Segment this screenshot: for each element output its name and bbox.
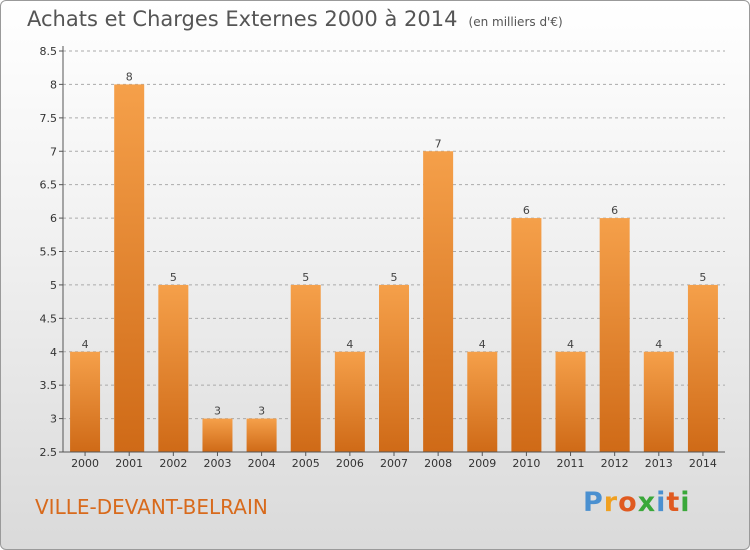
labels: 2.5 3 3.5 4 4.5 5 5.5 6 6.5 7 7.5 8 8.5 4 2000 8 2001 5 20… bbox=[40, 45, 717, 470]
bar-2013 bbox=[643, 351, 674, 452]
proxiti-logo: Proxiti bbox=[583, 487, 691, 518]
x-tick-label-2006: 2006 bbox=[336, 457, 364, 470]
value-label-2013: 4 bbox=[655, 338, 662, 351]
bar-2010 bbox=[511, 218, 542, 452]
y-tick-label: 5 bbox=[50, 279, 57, 292]
chart-title-block: Achats et Charges Externes 2000 à 2014 (… bbox=[27, 7, 563, 31]
logo-letter: P bbox=[583, 487, 604, 518]
bars bbox=[70, 84, 718, 453]
value-label-2005: 5 bbox=[302, 271, 309, 284]
bar-2002 bbox=[158, 284, 189, 452]
bar-2003 bbox=[202, 418, 233, 452]
value-label-2000: 4 bbox=[82, 338, 89, 351]
value-label-2014: 5 bbox=[699, 271, 706, 284]
x-tick-label-2010: 2010 bbox=[512, 457, 540, 470]
y-tick-label: 7 bbox=[50, 145, 57, 158]
logo-letter: r bbox=[603, 487, 619, 518]
y-tick-label: 8 bbox=[50, 78, 57, 91]
bar-2008 bbox=[423, 151, 454, 452]
value-label-2004: 3 bbox=[258, 405, 265, 418]
x-tick-label-2013: 2013 bbox=[645, 457, 673, 470]
x-tick-label-2005: 2005 bbox=[292, 457, 320, 470]
bar-2005 bbox=[290, 284, 321, 452]
x-tick-label-2000: 2000 bbox=[71, 457, 99, 470]
y-tick-label: 7.5 bbox=[40, 112, 58, 125]
x-tick-label-2014: 2014 bbox=[689, 457, 717, 470]
value-label-2012: 6 bbox=[611, 204, 618, 217]
value-label-2009: 4 bbox=[479, 338, 486, 351]
y-tick-label: 4.5 bbox=[40, 312, 58, 325]
y-tick-label: 2.5 bbox=[40, 446, 58, 459]
bar-2000 bbox=[70, 351, 101, 452]
x-tick-label-2007: 2007 bbox=[380, 457, 408, 470]
y-tick-label: 6 bbox=[50, 212, 57, 225]
value-label-2010: 6 bbox=[523, 204, 530, 217]
bar-2001 bbox=[114, 84, 145, 453]
x-tick-label-2001: 2001 bbox=[115, 457, 143, 470]
value-label-2011: 4 bbox=[567, 338, 574, 351]
y-tick-label: 3.5 bbox=[40, 379, 58, 392]
bar-2014 bbox=[687, 284, 718, 452]
value-label-2007: 5 bbox=[391, 271, 398, 284]
x-tick-label-2012: 2012 bbox=[601, 457, 629, 470]
chart-title: Achats et Charges Externes 2000 à 2014 bbox=[27, 7, 458, 31]
bar-2009 bbox=[467, 351, 498, 452]
logo-letter: i bbox=[680, 487, 691, 518]
logo-letter: t bbox=[666, 487, 681, 518]
x-tick-label-2004: 2004 bbox=[248, 457, 276, 470]
value-label-2006: 4 bbox=[346, 338, 353, 351]
value-label-2003: 3 bbox=[214, 405, 221, 418]
value-label-2001: 8 bbox=[126, 70, 133, 83]
x-tick-label-2002: 2002 bbox=[159, 457, 187, 470]
value-label-2008: 7 bbox=[435, 137, 442, 150]
axes bbox=[59, 46, 725, 456]
x-tick-label-2008: 2008 bbox=[424, 457, 452, 470]
logo-letter: x bbox=[637, 487, 657, 518]
bar-2011 bbox=[555, 351, 586, 452]
y-tick-label: 8.5 bbox=[40, 45, 58, 58]
y-tick-label: 3 bbox=[50, 413, 57, 426]
commune-name: VILLE-DEVANT-BELRAIN bbox=[35, 495, 268, 519]
x-tick-label-2003: 2003 bbox=[203, 457, 231, 470]
y-tick-label: 6.5 bbox=[40, 179, 58, 192]
bar-2012 bbox=[599, 218, 630, 452]
bar-2007 bbox=[379, 284, 409, 452]
value-label-2002: 5 bbox=[170, 271, 177, 284]
y-tick-label: 5.5 bbox=[40, 246, 58, 259]
y-tick-label: 4 bbox=[50, 346, 57, 359]
x-tick-label-2011: 2011 bbox=[557, 457, 585, 470]
bar-2006 bbox=[334, 351, 365, 452]
bar-2004 bbox=[246, 418, 277, 452]
logo-letter: o bbox=[618, 487, 638, 518]
x-tick-label-2009: 2009 bbox=[468, 457, 496, 470]
chart-unit: (en milliers d'€) bbox=[468, 15, 563, 29]
logo-letter: i bbox=[656, 487, 667, 518]
